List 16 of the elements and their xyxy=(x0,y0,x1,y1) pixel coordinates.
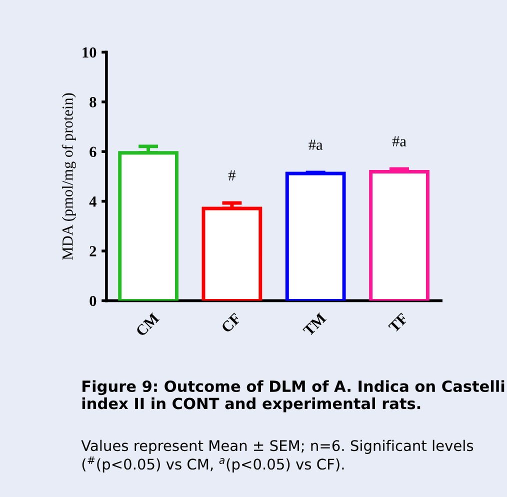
y-tick-label: 6 xyxy=(90,146,96,158)
text: Values represent Mean ± SEM; n=6. Significant levels ($^{#}$(p<0.05) vs CM, $^{a}$(p<0.05) vs CF). xyxy=(81,440,474,472)
x-tick-label: CF xyxy=(220,312,242,334)
y-tick-label: 10 xyxy=(82,47,96,58)
y-tick-label: 8 xyxy=(90,97,96,108)
y-axis-title: MDA (pmol/mg of protein) xyxy=(62,93,76,260)
data-label: #a xyxy=(308,140,323,150)
data-label: #a xyxy=(392,136,406,146)
y-tick-label: 0 xyxy=(90,296,96,306)
x-tick-label: TF xyxy=(388,312,408,333)
text: Figure 9: Outcome of DLM of A. Indica on Castelli index II in CONT and experimental rats. xyxy=(82,380,504,412)
x-tick-label: CM xyxy=(135,312,160,337)
y-tick-label: 4 xyxy=(89,196,96,207)
data-label: # xyxy=(228,170,236,180)
x-tick-label: TM xyxy=(302,312,327,337)
y-tick-label: 2 xyxy=(90,246,96,256)
